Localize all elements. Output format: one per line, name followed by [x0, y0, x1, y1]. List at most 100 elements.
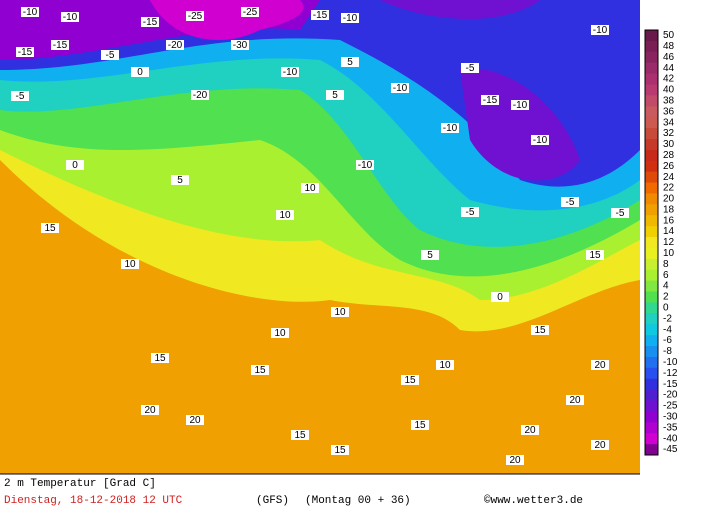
- contour-label: -5: [11, 91, 29, 102]
- label-text: -15: [483, 95, 498, 106]
- label-text: 15: [414, 420, 426, 431]
- label-box: [61, 12, 79, 22]
- legend-label: 42: [663, 74, 675, 85]
- label-text: -15: [143, 17, 158, 28]
- label-box: [171, 175, 189, 185]
- legend-label: 22: [663, 183, 675, 194]
- legend-swatch: [645, 291, 658, 303]
- legend-swatch: [645, 302, 658, 314]
- legend-label: 0: [663, 303, 669, 314]
- label-box: [251, 365, 269, 375]
- contour-label: -5: [461, 63, 479, 74]
- label-box: [411, 420, 429, 430]
- label-box: [331, 307, 349, 317]
- legend-label: 48: [663, 41, 675, 52]
- label-box: [186, 415, 204, 425]
- legend-label: -12: [663, 368, 678, 379]
- contour-label: 5: [326, 90, 344, 101]
- contour-label: -5: [561, 197, 579, 208]
- legend-swatch: [645, 215, 658, 227]
- legend-label: -15: [663, 379, 678, 390]
- legend-swatch: [645, 193, 658, 205]
- label-box: [586, 250, 604, 260]
- legend-swatch: [645, 149, 658, 162]
- label-box: [341, 57, 359, 67]
- contour-label: 20: [521, 425, 539, 436]
- label-box: [421, 250, 439, 260]
- label-text: 15: [44, 223, 56, 234]
- label-box: [441, 123, 459, 133]
- label-box: [561, 197, 579, 207]
- label-box: [11, 91, 29, 101]
- legend-label: 24: [663, 172, 675, 183]
- legend-swatch: [645, 422, 658, 434]
- contour-label: -10: [441, 123, 459, 134]
- legend-label: -6: [663, 335, 672, 346]
- contour-label: 10: [301, 183, 319, 194]
- label-box: [566, 395, 584, 405]
- legend-swatch: [645, 117, 658, 129]
- legend-swatch: [645, 106, 658, 118]
- legend-swatch: [645, 138, 658, 151]
- contour-label: -5: [461, 207, 479, 218]
- label-box: [511, 100, 529, 110]
- contour-label: -20: [166, 40, 184, 51]
- map-date: Dienstag, 18-12-2018 12 UTC: [4, 495, 183, 507]
- label-text: -25: [243, 7, 258, 18]
- label-text: 0: [137, 67, 143, 78]
- label-box: [271, 328, 289, 338]
- label-text: -15: [53, 40, 68, 51]
- label-text: 20: [594, 440, 606, 451]
- label-text: 10: [439, 360, 451, 371]
- contour-label: 0: [66, 160, 84, 171]
- contour-label: -10: [391, 83, 409, 94]
- label-text: 15: [334, 445, 346, 456]
- label-text: -20: [168, 40, 183, 51]
- contour-label: 0: [491, 292, 509, 303]
- label-box: [281, 67, 299, 77]
- contour-label: -15: [311, 10, 329, 21]
- map-field: [0, 0, 640, 474]
- contour-label: -15: [51, 40, 69, 51]
- legend-swatch: [645, 204, 658, 216]
- label-text: 5: [427, 250, 433, 261]
- label-box: [131, 67, 149, 77]
- legend-label: 36: [663, 106, 675, 117]
- legend-swatch: [645, 411, 658, 423]
- legend-swatch: [645, 444, 658, 456]
- label-box: [356, 160, 374, 170]
- label-text: -10: [63, 12, 78, 23]
- legend-label: 14: [663, 226, 675, 237]
- legend-swatch: [645, 258, 658, 271]
- label-text: 20: [594, 360, 606, 371]
- label-box: [491, 292, 509, 302]
- label-text: 20: [524, 425, 536, 436]
- label-text: 20: [569, 395, 581, 406]
- contour-label: -5: [101, 50, 119, 61]
- label-text: 0: [72, 160, 78, 171]
- contour-label: -10: [61, 12, 79, 23]
- label-text: 5: [347, 57, 353, 68]
- label-text: -10: [23, 7, 38, 18]
- label-text: 20: [509, 455, 521, 466]
- label-box: [531, 325, 549, 335]
- label-box: [436, 360, 454, 370]
- model-run: (Montag 00 + 36): [305, 495, 411, 507]
- contour-label: 20: [591, 360, 609, 371]
- label-text: -15: [18, 47, 33, 58]
- contour-label: 15: [251, 365, 269, 376]
- contour-label: -10: [591, 25, 609, 36]
- label-text: -5: [466, 63, 475, 74]
- legend-swatch: [645, 40, 658, 53]
- legend-label: 28: [663, 150, 675, 161]
- contour-labels: -10 -10 -15 -25 -25 -15 -10 -30 -20 -15 -15 -5 -5 0 -2…: [11, 7, 629, 466]
- contour-label: -10: [21, 7, 39, 18]
- legend-swatch: [645, 313, 658, 325]
- legend-label: 38: [663, 95, 675, 106]
- contour-label: 0: [131, 67, 149, 78]
- legend-label: -25: [663, 401, 678, 412]
- label-box: [166, 40, 184, 50]
- legend-label: 18: [663, 204, 675, 215]
- legend-label: 16: [663, 215, 675, 226]
